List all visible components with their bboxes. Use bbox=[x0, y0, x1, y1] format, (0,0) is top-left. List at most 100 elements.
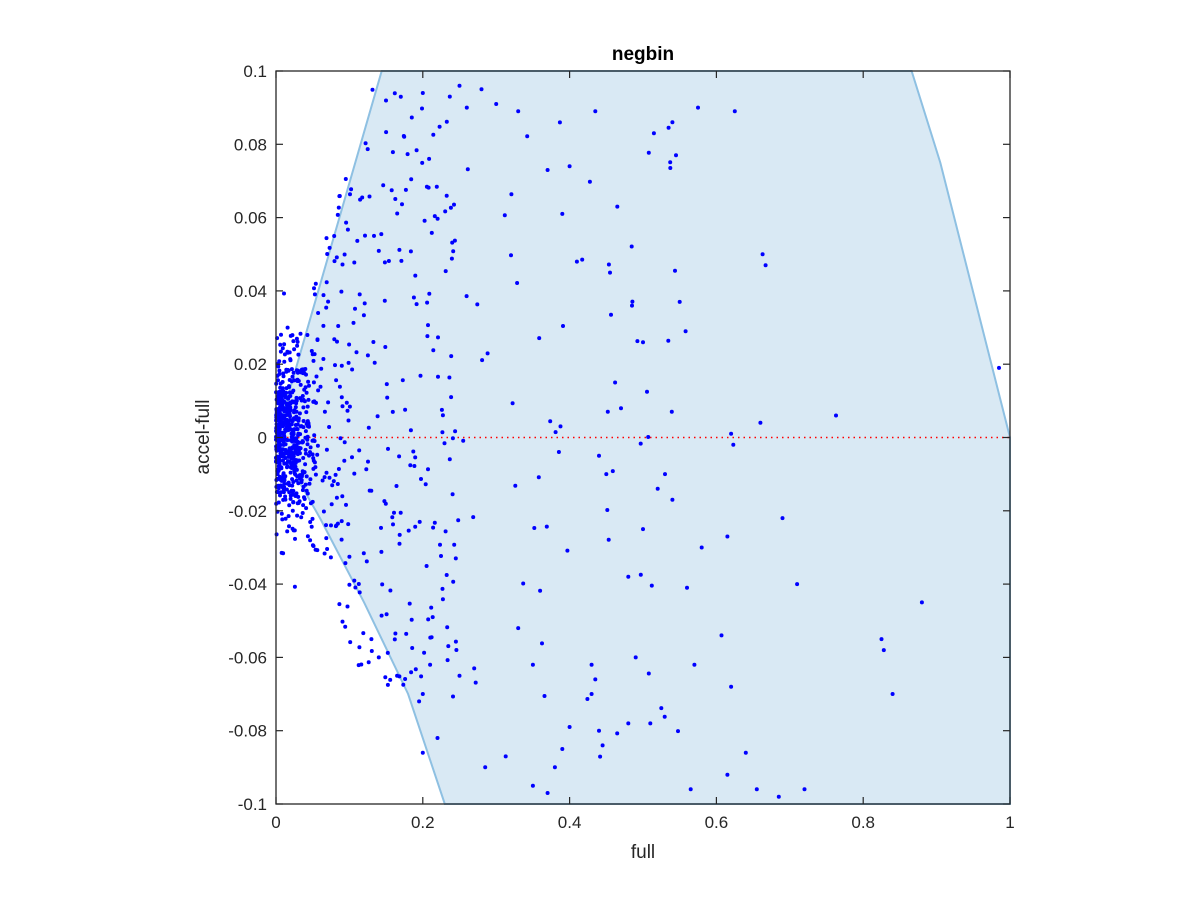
data-point bbox=[452, 542, 457, 547]
data-point bbox=[312, 460, 317, 465]
data-point bbox=[285, 325, 290, 330]
data-point bbox=[287, 378, 292, 382]
data-point bbox=[384, 612, 389, 617]
data-point bbox=[440, 597, 445, 602]
data-point bbox=[685, 585, 689, 590]
data-point bbox=[464, 105, 469, 110]
data-point bbox=[291, 417, 296, 422]
data-point bbox=[530, 662, 535, 667]
data-point bbox=[403, 677, 408, 681]
data-point bbox=[605, 508, 610, 512]
data-point bbox=[423, 482, 428, 487]
data-point bbox=[342, 252, 347, 257]
data-point bbox=[673, 268, 677, 273]
data-point bbox=[393, 631, 398, 636]
data-point bbox=[318, 384, 323, 389]
data-point bbox=[277, 448, 282, 453]
data-point bbox=[754, 787, 759, 792]
data-point bbox=[662, 714, 667, 719]
data-point bbox=[315, 452, 320, 457]
data-point bbox=[321, 509, 326, 514]
data-point bbox=[301, 503, 306, 508]
data-point bbox=[281, 497, 286, 502]
data-point bbox=[391, 522, 395, 527]
data-point bbox=[287, 503, 292, 508]
data-point bbox=[449, 354, 454, 359]
data-point bbox=[303, 482, 308, 487]
data-point bbox=[431, 132, 436, 137]
data-point bbox=[306, 423, 311, 428]
data-point bbox=[390, 515, 395, 520]
data-point bbox=[453, 639, 458, 644]
data-point bbox=[422, 218, 427, 223]
data-point bbox=[294, 414, 299, 419]
data-point bbox=[537, 336, 542, 341]
data-point bbox=[457, 83, 462, 88]
data-point bbox=[613, 380, 618, 385]
data-point bbox=[305, 442, 310, 447]
data-point bbox=[310, 543, 315, 548]
data-point bbox=[361, 551, 366, 556]
data-point bbox=[301, 425, 306, 430]
data-point bbox=[410, 646, 415, 650]
data-point bbox=[346, 360, 351, 365]
data-point bbox=[289, 447, 294, 452]
data-point bbox=[339, 363, 344, 368]
data-point bbox=[357, 590, 362, 595]
data-point bbox=[313, 465, 318, 470]
data-point bbox=[369, 649, 374, 653]
data-point bbox=[442, 441, 447, 446]
data-point bbox=[308, 450, 312, 455]
data-point bbox=[635, 339, 640, 344]
data-point bbox=[324, 236, 329, 241]
data-point bbox=[447, 457, 452, 462]
data-point bbox=[284, 450, 289, 455]
data-point bbox=[394, 484, 399, 488]
data-point bbox=[327, 475, 332, 480]
data-point bbox=[337, 194, 342, 198]
data-point bbox=[515, 281, 520, 285]
data-point bbox=[619, 406, 623, 411]
data-point bbox=[376, 248, 381, 253]
data-point bbox=[333, 472, 338, 477]
data-point bbox=[405, 152, 410, 157]
data-point bbox=[646, 150, 651, 155]
data-point bbox=[598, 754, 603, 759]
data-point bbox=[280, 424, 285, 429]
data-point bbox=[432, 214, 437, 219]
data-point bbox=[408, 463, 413, 468]
data-point bbox=[291, 500, 296, 505]
y-tick-label: -0.1 bbox=[238, 795, 267, 814]
data-point bbox=[411, 449, 416, 454]
data-point bbox=[890, 692, 895, 696]
data-point bbox=[277, 474, 282, 479]
data-point bbox=[276, 364, 281, 369]
data-point bbox=[283, 428, 288, 433]
data-point bbox=[302, 495, 306, 500]
data-point bbox=[277, 372, 282, 376]
data-point bbox=[795, 582, 800, 587]
data-point bbox=[589, 692, 594, 696]
data-point bbox=[648, 721, 653, 726]
data-point bbox=[332, 337, 337, 342]
data-point bbox=[651, 131, 656, 136]
data-point bbox=[763, 263, 768, 268]
data-point bbox=[556, 450, 561, 454]
data-point bbox=[352, 471, 357, 476]
data-point bbox=[429, 230, 434, 235]
data-point bbox=[282, 461, 287, 466]
data-point bbox=[587, 179, 592, 184]
data-point bbox=[295, 452, 300, 457]
data-point bbox=[290, 374, 295, 379]
data-point bbox=[606, 537, 611, 542]
data-point bbox=[443, 209, 448, 214]
data-point bbox=[480, 358, 485, 363]
data-point bbox=[641, 527, 645, 532]
data-point bbox=[293, 405, 298, 410]
data-point bbox=[729, 684, 734, 689]
data-point bbox=[288, 407, 293, 412]
data-point bbox=[425, 334, 430, 339]
data-point bbox=[399, 258, 404, 263]
data-point bbox=[438, 542, 442, 547]
